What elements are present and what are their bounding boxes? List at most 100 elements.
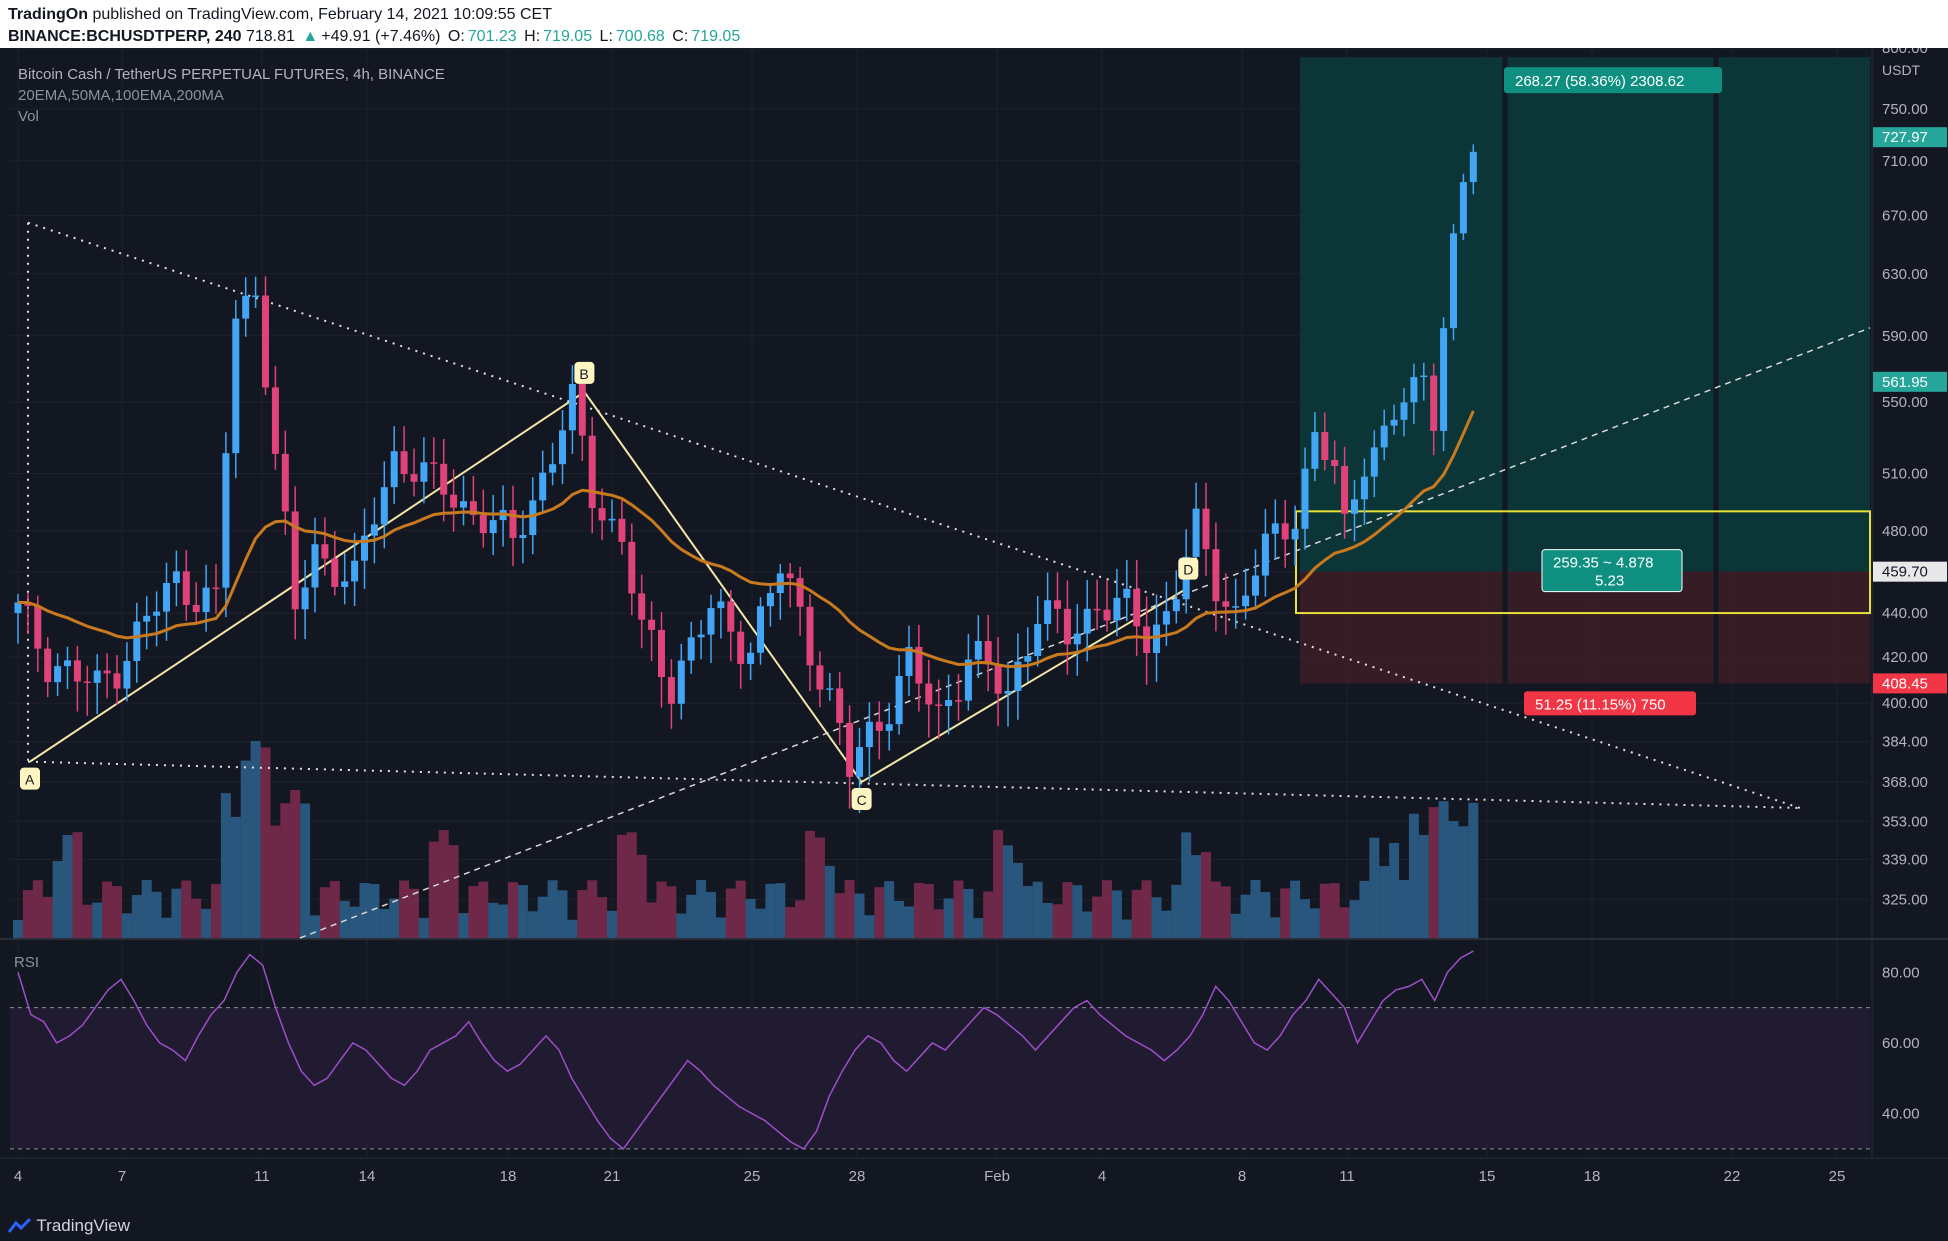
last-price: 718.81: [245, 28, 295, 45]
price-label-box: [1873, 371, 1947, 392]
legend-title[interactable]: Bitcoin Cash / TetherUS PERPETUAL FUTURE…: [18, 66, 445, 83]
candle-body: [1351, 499, 1358, 514]
volume-bar: [864, 915, 875, 938]
brand-text: TradingView: [36, 1216, 130, 1235]
chart-canvas[interactable]: A B C D 268.27 (58.36%) 2308.62 51.25 (11.15%…: [0, 48, 1948, 1210]
legend-volume[interactable]: Vol: [18, 108, 39, 125]
volume-bar: [1141, 880, 1152, 938]
candle-body: [598, 508, 606, 521]
candle-body: [509, 509, 517, 538]
volume-bar: [577, 890, 588, 938]
candle-body: [915, 646, 923, 684]
volume-bar: [1280, 888, 1291, 938]
chart-area[interactable]: A B C D 268.27 (58.36%) 2308.62 51.25 (11.15%…: [0, 48, 1948, 1210]
volume-bar: [735, 880, 746, 938]
volume-bar: [1181, 832, 1192, 938]
volume-bar: [1210, 881, 1221, 938]
volume-bar: [1309, 908, 1320, 938]
candle-body: [865, 721, 873, 748]
entry-box: [1295, 510, 1871, 615]
candle-body: [1370, 447, 1378, 477]
volume-bar: [557, 890, 568, 938]
price-tick-label: 400.00: [1882, 695, 1928, 712]
volume-bar: [755, 908, 766, 938]
volume-bar: [814, 837, 825, 938]
volume-bar: [1092, 896, 1103, 938]
candle-body: [143, 615, 151, 622]
volume-bar: [1230, 913, 1241, 938]
price-label: 408.45: [1882, 675, 1928, 692]
tradingview-logo-icon: [7, 1217, 32, 1233]
volume-bar: [1151, 897, 1162, 938]
volume-bar: [725, 888, 736, 938]
legend-indicators[interactable]: 20EMA,50MA,100EMA,200MA: [18, 87, 224, 104]
tradingview-brand[interactable]: TradingView: [7, 1216, 130, 1236]
price-tick-label: 550.00: [1882, 394, 1928, 411]
candle-body: [311, 544, 319, 588]
candle-body: [262, 295, 269, 388]
volume-bar: [854, 893, 865, 938]
support-line: [299, 327, 1871, 939]
candle-body: [836, 688, 844, 723]
volume-bar: [438, 830, 449, 938]
chart-header: TradingOn published on TradingView.com, …: [0, 0, 1948, 48]
volume-bar: [1319, 883, 1330, 938]
candle-body: [172, 571, 180, 583]
candle-body: [549, 464, 557, 473]
volume-bar: [1012, 862, 1023, 938]
volume-bar: [983, 891, 994, 938]
candle-body: [1400, 402, 1408, 420]
ratio-line-1: 259.35 ~ 4.878: [1553, 555, 1654, 572]
volume-bar: [1102, 880, 1112, 938]
candle-body: [1291, 528, 1299, 540]
volume-bar: [904, 906, 914, 938]
candle-body: [1172, 599, 1180, 612]
publisher-name[interactable]: TradingOn: [8, 6, 88, 23]
price-tick-label: 800.00: [1882, 48, 1928, 57]
volume-bar: [1052, 904, 1063, 938]
candle-body: [202, 587, 210, 613]
candle-body: [1162, 611, 1170, 625]
published-text: published on TradingView.com, February 1…: [92, 6, 552, 23]
candle-body: [1430, 375, 1438, 431]
volume-bar: [13, 920, 23, 938]
price-tick-label: 368.00: [1882, 774, 1928, 791]
volume-bar: [1369, 837, 1380, 938]
volume-bar: [72, 832, 83, 938]
time-tick-label: 11: [1339, 1168, 1355, 1185]
candle-body: [469, 501, 477, 516]
candle-body: [361, 535, 368, 561]
volume-bar: [1428, 807, 1439, 938]
volume-bar: [458, 913, 469, 938]
candle-body: [1440, 328, 1448, 431]
volume-bar: [151, 891, 162, 938]
candle-body: [103, 670, 111, 674]
volume-bar: [181, 880, 192, 938]
profit-zone: [1300, 57, 1870, 572]
volume-bar: [300, 803, 311, 938]
volume-bar: [844, 880, 855, 938]
volume-bar: [1121, 919, 1132, 938]
target-label: 268.27 (58.36%) 2308.62: [1515, 73, 1684, 90]
price-label: 459.70: [1882, 564, 1928, 581]
symbol-name[interactable]: BINANCE:BCHUSDTPERP, 240: [8, 28, 242, 45]
volume-bar: [1042, 903, 1053, 938]
candle-body: [44, 648, 52, 683]
volume-bar: [884, 881, 895, 938]
pattern-point-c: [851, 787, 872, 810]
volume-bar: [1270, 917, 1281, 938]
price-tick-label: 480.00: [1882, 523, 1928, 540]
volume-bar: [715, 917, 726, 938]
time-tick-label: 18: [500, 1168, 517, 1185]
rsi-label[interactable]: RSI: [14, 954, 40, 971]
candle-body: [440, 463, 448, 495]
candle-body: [539, 472, 547, 501]
price-tick-label: 440.00: [1882, 605, 1928, 622]
candle-body: [816, 665, 824, 690]
volume-bar: [1161, 910, 1172, 938]
candle-body: [1232, 606, 1240, 608]
volume-bar: [211, 883, 221, 938]
rsi-tick-label: 60.00: [1882, 1035, 1920, 1052]
volume-bar: [141, 880, 152, 938]
candle-body: [786, 573, 794, 579]
